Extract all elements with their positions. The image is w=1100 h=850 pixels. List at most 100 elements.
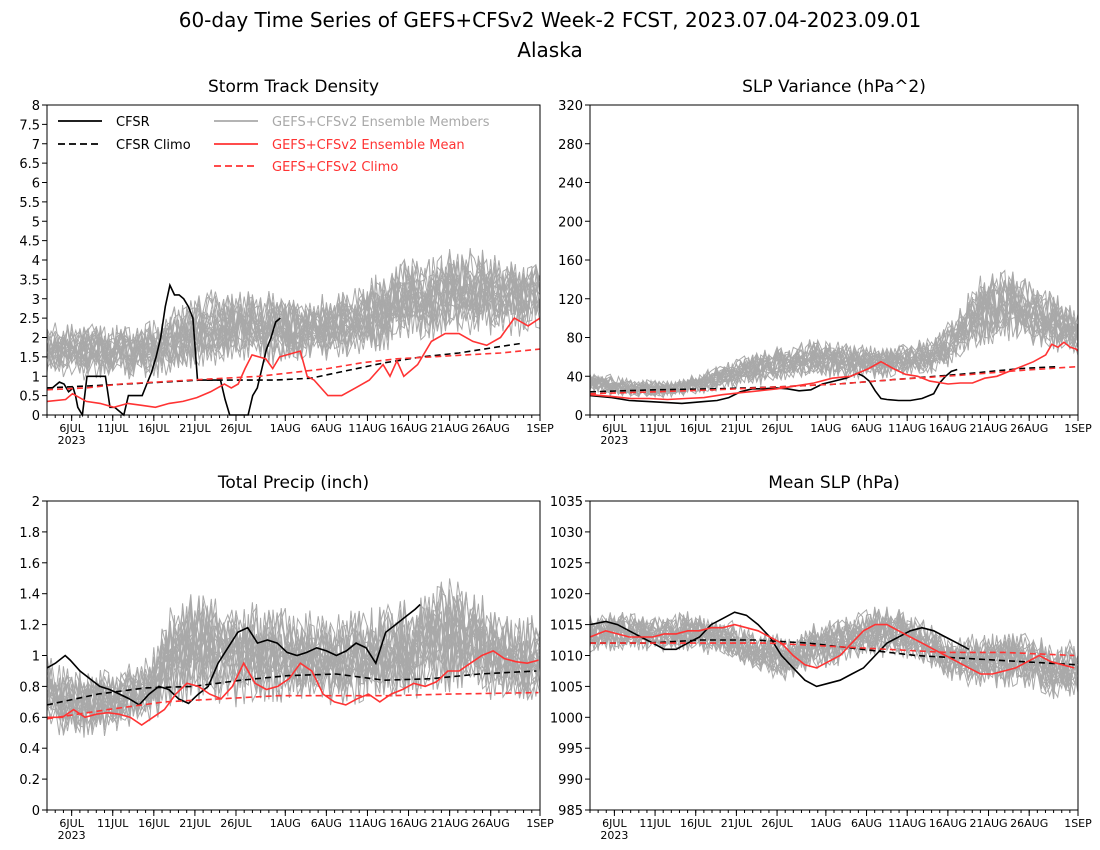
ensemble-member-line: [589, 280, 1079, 399]
x-tick-label: 16AUG: [929, 422, 967, 435]
x-tick-label: 21AUG: [431, 422, 469, 435]
x-tick-label: 16JUL: [680, 817, 712, 830]
x-tick-label: 1SEP: [1064, 817, 1092, 830]
y-tick-label: 995: [558, 742, 583, 757]
y-tick-label: 1035: [550, 495, 583, 510]
ensemble-member-line: [589, 286, 1079, 395]
legend-label: CFSR: [116, 115, 150, 130]
x-tick-label: 1AUG: [270, 817, 301, 830]
y-tick-label: 2.5: [19, 312, 40, 327]
x-tick-label: 16AUG: [929, 817, 967, 830]
series-line-gefs-cfsv2-ensemble-mean: [46, 317, 541, 409]
panel-2: Total Precip (inch) 0 0.2 0.4 0.6 0.8 1 1.2 1.4 1…: [19, 473, 554, 842]
x-tick-label: 6JUL: [602, 422, 627, 435]
y-tick-label: 1.6: [19, 557, 40, 572]
panel-title: Mean SLP (hPa): [768, 473, 900, 493]
y-tick-label: 0.2: [19, 773, 40, 788]
y-tick-label: 990: [558, 773, 583, 788]
y-tick-label: 1000: [550, 711, 583, 726]
x-tick-label: 21AUG: [969, 817, 1007, 830]
x-tick-label: 26JUL: [761, 817, 793, 830]
y-tick-label: 120: [558, 293, 583, 308]
y-tick-label: 0.5: [19, 390, 40, 405]
y-tick-label: 1: [32, 650, 40, 665]
series-line-gefs-cfsv2-ensemble-mean: [47, 649, 539, 726]
ensemble-member-line: [46, 254, 541, 378]
series-line-gefs-cfsv2-climo: [589, 365, 1079, 395]
x-tick-label: 11AUG: [348, 817, 386, 830]
panel-0: Storm Track Density 0 0.5 1 1.5 2 2.5 3 3.5 4 4.5 5…: [19, 77, 554, 447]
y-tick-label: 1.4: [19, 588, 40, 603]
y-tick-label: 0.6: [19, 711, 40, 726]
y-tick-label: 7: [32, 138, 40, 153]
x-tick-label: 11AUG: [888, 422, 926, 435]
y-tick-label: 2: [32, 332, 40, 347]
y-tick-label: 0: [575, 409, 583, 424]
y-tick-label: 4.5: [19, 235, 40, 250]
ensemble-members: [46, 247, 541, 381]
ensemble-member-line: [46, 599, 541, 722]
x-tick-label: 6JUL: [59, 817, 84, 830]
series-line-cfsr: [46, 603, 421, 706]
y-tick-label: 6.5: [19, 157, 40, 172]
y-tick-label: 6: [32, 177, 40, 192]
panel-title: Storm Track Density: [208, 77, 379, 97]
legend-label: GEFS+CFSv2 Ensemble Members: [272, 115, 490, 130]
x-tick-label: 21JUL: [721, 817, 753, 830]
x-tick-label: 1SEP: [1064, 422, 1092, 435]
series-line-cfsr: [589, 368, 958, 405]
series-line-cfsr: [589, 611, 970, 688]
panel-title: SLP Variance (hPa^2): [742, 77, 926, 97]
x-tick-label: 16AUG: [389, 422, 427, 435]
x-tick-label: 21JUL: [179, 817, 211, 830]
ensemble-member-line: [46, 594, 541, 721]
y-tick-label: 5: [32, 215, 40, 230]
ensemble-member-line: [589, 609, 1079, 696]
panel-1: SLP Variance (hPa^2) 0 40 80 120 160 200 240 280…: [558, 77, 1092, 447]
y-tick-label: 40: [566, 370, 583, 385]
x-tick-label: 11JUL: [639, 422, 671, 435]
y-tick-label: 0: [32, 804, 40, 819]
x-tick-label: 16JUL: [138, 422, 170, 435]
y-tick-label: 7.5: [19, 118, 40, 133]
x-tick-label: 16AUG: [389, 817, 427, 830]
x-tick-label: 26AUG: [1010, 422, 1048, 435]
ensemble-member-line: [46, 599, 541, 727]
y-tick-label: 1030: [550, 526, 583, 541]
figure-subtitle: Alaska: [517, 38, 582, 62]
x-tick-label: 1AUG: [270, 422, 301, 435]
ensemble-member-line: [589, 273, 1079, 399]
panel-title: Total Precip (inch): [217, 473, 369, 493]
series-line-gefs-cfsv2-ensemble-mean: [589, 623, 1075, 675]
series-line-cfsr-climo: [46, 670, 537, 706]
x-tick-label: 1AUG: [810, 422, 841, 435]
x-year-label: 2023: [58, 829, 86, 842]
x-tick-label: 6AUG: [851, 422, 882, 435]
x-tick-label: 11JUL: [639, 817, 671, 830]
legend: CFSR CFSR Climo GEFS+CFSv2 Ensemble Member…: [58, 115, 490, 175]
y-tick-label: 0.8: [19, 680, 40, 695]
panel-3: Mean SLP (hPa) 985 990 995 1000 1005 1010 1015 1…: [550, 473, 1092, 842]
x-tick-label: 11JUL: [97, 422, 129, 435]
ensemble-member-line: [46, 589, 541, 735]
y-tick-label: 5.5: [19, 196, 40, 211]
x-tick-label: 11AUG: [348, 422, 386, 435]
x-tick-label: 1AUG: [810, 817, 841, 830]
x-tick-label: 21JUL: [179, 422, 211, 435]
x-tick-label: 11AUG: [888, 817, 926, 830]
chart-panels: Storm Track Density 0 0.5 1 1.5 2 2.5 3 3.5 4 4.5 5…: [19, 77, 1092, 842]
x-tick-label: 6AUG: [311, 817, 342, 830]
y-tick-label: 1.5: [19, 351, 40, 366]
x-year-label: 2023: [600, 434, 628, 447]
series-line-cfsr-climo: [589, 365, 1058, 393]
y-tick-label: 3: [32, 293, 40, 308]
x-tick-label: 16JUL: [138, 817, 170, 830]
y-tick-label: 280: [558, 138, 583, 153]
y-tick-label: 8: [32, 99, 40, 114]
x-tick-label: 1SEP: [526, 422, 554, 435]
y-tick-label: 1025: [550, 557, 583, 572]
y-tick-label: 985: [558, 804, 583, 819]
ensemble-member-line: [589, 611, 1079, 699]
x-year-label: 2023: [58, 434, 86, 447]
y-tick-label: 2: [32, 495, 40, 510]
